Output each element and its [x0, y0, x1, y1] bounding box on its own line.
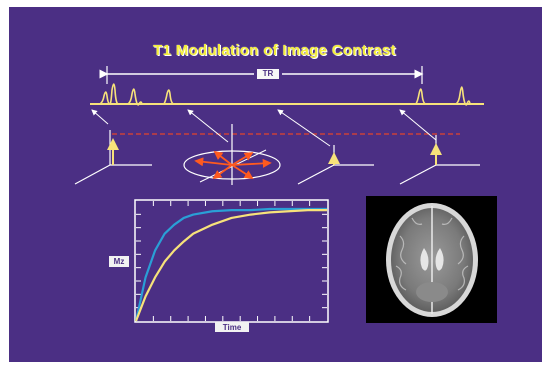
- brain-mri-image: [366, 196, 497, 323]
- rf-pulse: [99, 83, 471, 106]
- t1-recovery-chart: [134, 199, 329, 323]
- magnetization-vector-4: [399, 135, 480, 185]
- slide-title: T1 Modulation of Image Contrast: [153, 42, 396, 59]
- series-line-1: [134, 207, 327, 322]
- x-axis-label: Time: [215, 322, 249, 332]
- tr-label: TR: [257, 69, 279, 79]
- dephased-spins: [183, 124, 281, 185]
- series-line-2: [134, 209, 327, 322]
- magnetization-vector-3: [297, 145, 374, 185]
- y-axis-label: Mz: [109, 256, 129, 267]
- magnetization-vector-1: [74, 130, 152, 185]
